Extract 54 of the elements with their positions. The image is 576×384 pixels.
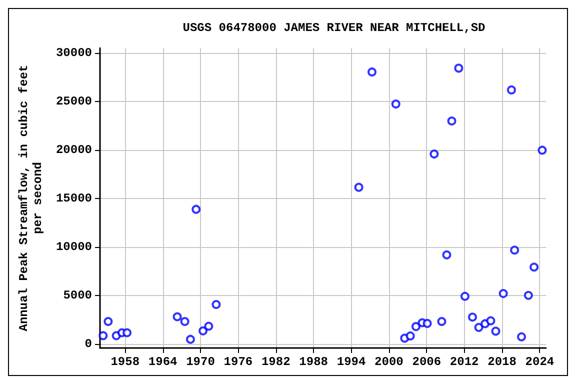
x-tick-label: 1970: [186, 355, 215, 369]
point: [474, 322, 484, 332]
point: [437, 316, 446, 326]
point: [524, 290, 533, 300]
x-tick-label: 1976: [224, 355, 253, 369]
y-tick-label: 5000: [63, 288, 92, 303]
x-tick-label: 2006: [412, 355, 442, 369]
point: [468, 312, 478, 322]
point: [354, 182, 364, 192]
point: [204, 322, 214, 331]
chart-title: USGS 06478000 JAMES RIVER NEAR MITCHELL,SD: [182, 21, 486, 35]
y-axis-title: Annual Peak Streamflow, in cubic feet per second: [17, 64, 45, 332]
point: [486, 316, 496, 326]
point: [391, 100, 400, 109]
point: [186, 334, 195, 344]
point: [98, 331, 108, 340]
x-tick-label: 1964: [148, 355, 178, 369]
point: [506, 85, 516, 94]
point: [406, 331, 415, 340]
point: [447, 116, 456, 126]
point: [104, 316, 113, 326]
y-tick-label: 0: [84, 337, 92, 352]
x-tick-label: 2000: [374, 355, 404, 369]
x-tick-label: 1982: [261, 355, 290, 369]
point: [198, 326, 208, 336]
x-tick-label: 1958: [110, 355, 140, 369]
y-tick-label: 15000: [56, 191, 92, 206]
y-tick-label: 25000: [56, 94, 92, 108]
point: [368, 67, 376, 76]
point: [491, 326, 500, 336]
x-tick-label: 1988: [299, 355, 328, 369]
point: [442, 250, 452, 260]
point: [510, 246, 520, 255]
y-tick-label: 20000: [56, 142, 92, 157]
point: [430, 150, 439, 159]
x-tick-label: 2018: [488, 355, 516, 369]
point: [422, 318, 432, 328]
x-tick-label: 2012: [450, 355, 479, 369]
point: [180, 316, 190, 326]
x-tick-label: 1994: [336, 355, 366, 369]
point: [212, 300, 221, 310]
point: [460, 292, 470, 301]
x-tick-label: 2024: [525, 355, 554, 369]
point: [454, 64, 464, 73]
point: [122, 328, 132, 338]
point: [530, 262, 539, 272]
y-tick-label: 30000: [56, 46, 92, 60]
y-tick-label: 10000: [56, 240, 92, 254]
point: [517, 332, 526, 342]
point: [538, 146, 547, 155]
point: [192, 204, 201, 214]
point: [172, 312, 182, 322]
point: [411, 322, 420, 332]
point: [498, 289, 508, 298]
